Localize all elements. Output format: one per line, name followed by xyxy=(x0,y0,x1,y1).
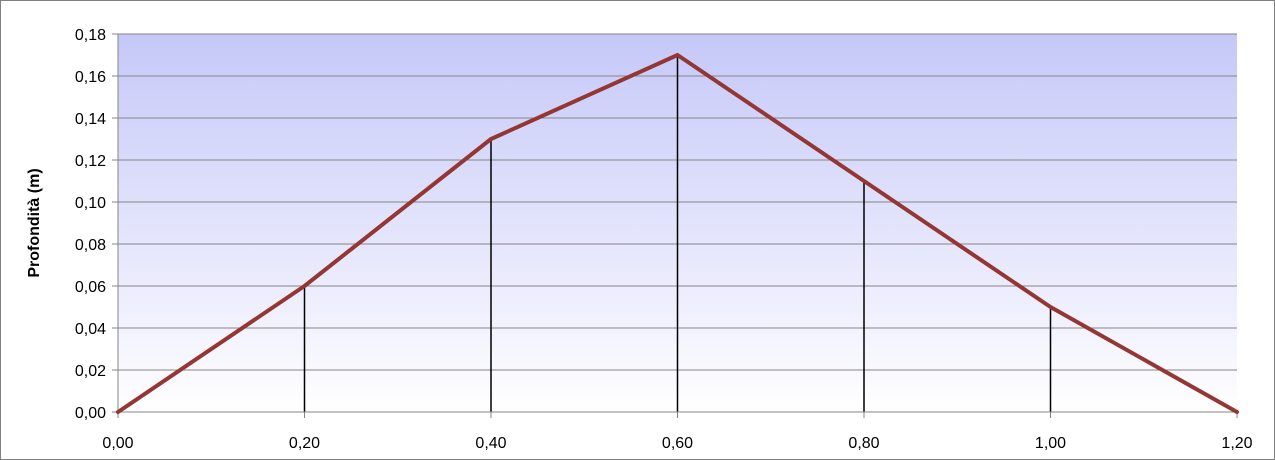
y-tick-label: 0,14 xyxy=(75,111,106,128)
y-axis-label: Profondità (m) xyxy=(26,168,43,277)
x-tick-label: 0,20 xyxy=(289,435,320,452)
series-group xyxy=(116,53,1239,414)
drop-lines xyxy=(303,55,1052,412)
y-tick-label: 0,18 xyxy=(75,27,106,44)
y-tick-labels: 0,00 0,02 0,04 0,06 0,08 0,10 0,12 0,14 0,16 0,18 xyxy=(75,27,106,422)
x-tick-labels: 0,00 0,20 0,40 0,60 0,80 1,00 1,20 xyxy=(102,435,1252,452)
axes xyxy=(117,34,1237,413)
x-tick-label: 0,00 xyxy=(102,435,133,452)
x-tick-label: 0,60 xyxy=(662,435,693,452)
y-tick-label: 0,06 xyxy=(75,279,106,296)
series-line xyxy=(116,53,1239,414)
x-tick-label: 0,40 xyxy=(475,435,506,452)
y-tick-label: 0,04 xyxy=(75,321,106,338)
y-tick-label: 0,16 xyxy=(75,69,106,86)
x-tick-label: 1,20 xyxy=(1221,435,1252,452)
x-tick-label: 1,00 xyxy=(1035,435,1066,452)
x-tick-label: 0,80 xyxy=(848,435,879,452)
y-tick-label: 0,08 xyxy=(75,237,106,254)
y-tick-label: 0,12 xyxy=(75,153,106,170)
y-tick-label: 0,02 xyxy=(75,363,106,380)
y-tick-label: 0,10 xyxy=(75,195,106,212)
y-tick-label: 0,00 xyxy=(75,405,106,422)
